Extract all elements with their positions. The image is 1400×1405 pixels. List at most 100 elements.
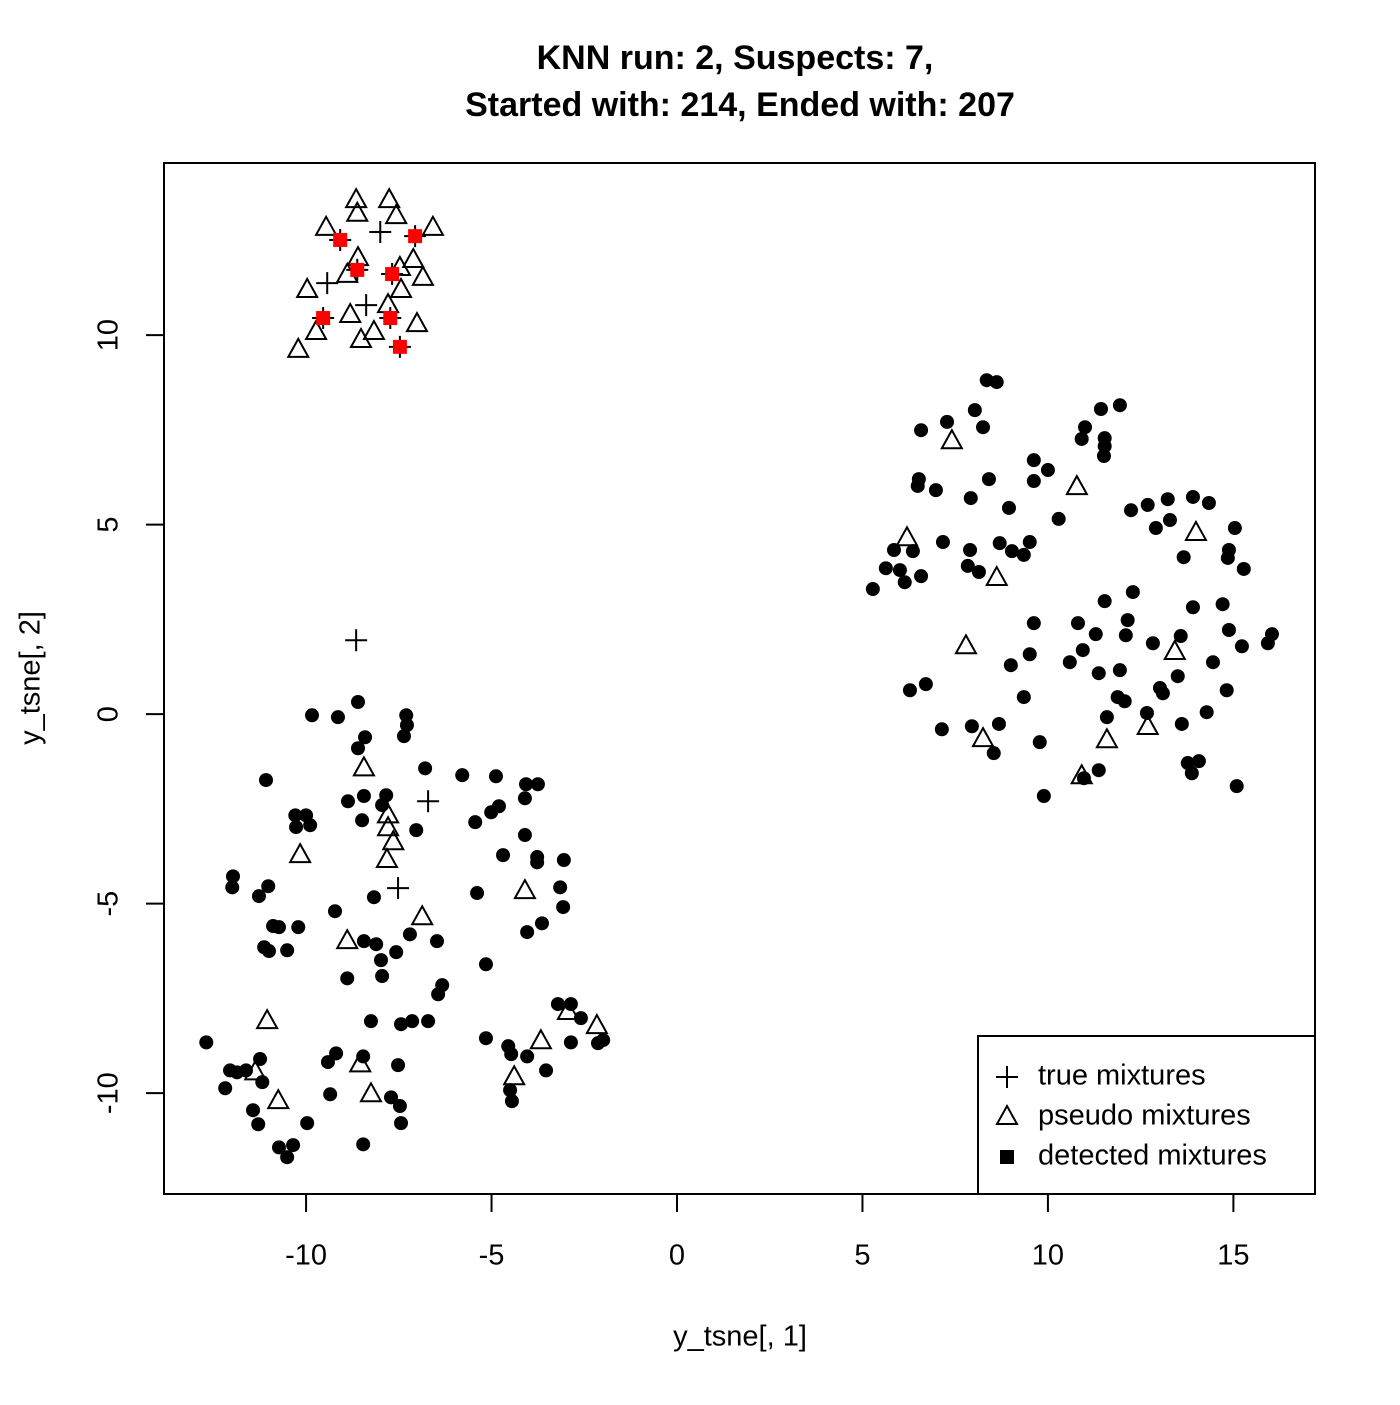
- point: [914, 423, 929, 438]
- point: [392, 339, 407, 354]
- point: [350, 741, 365, 756]
- point: [387, 877, 410, 900]
- point: [389, 945, 404, 960]
- point: [355, 294, 378, 317]
- point: [375, 969, 390, 984]
- point: [385, 267, 400, 282]
- point: [1093, 401, 1108, 416]
- point: [431, 987, 446, 1002]
- point: [585, 1013, 609, 1035]
- point: [1096, 449, 1111, 464]
- point: [1074, 431, 1089, 446]
- point: [384, 1090, 399, 1105]
- point: [1236, 561, 1251, 576]
- point: [940, 428, 964, 450]
- y-tick-label: -5: [93, 891, 125, 917]
- point: [1075, 643, 1090, 658]
- point: [1124, 503, 1139, 518]
- point: [251, 889, 266, 904]
- point: [1162, 513, 1177, 528]
- point: [1163, 638, 1187, 660]
- legend-label: detected mixtures: [1038, 1140, 1267, 1172]
- point: [199, 1035, 214, 1050]
- point: [963, 543, 978, 558]
- point: [1016, 690, 1031, 705]
- point: [563, 1035, 578, 1050]
- point: [530, 777, 545, 792]
- point: [280, 1150, 295, 1165]
- point: [478, 1031, 493, 1046]
- point: [954, 633, 978, 655]
- point: [1174, 716, 1189, 731]
- point: [504, 1047, 519, 1062]
- point: [1155, 686, 1170, 701]
- point: [316, 311, 331, 326]
- point: [976, 420, 991, 435]
- point: [940, 414, 955, 429]
- point: [401, 246, 425, 269]
- point: [989, 375, 1004, 390]
- point: [1176, 550, 1191, 565]
- point: [376, 815, 400, 837]
- point: [330, 710, 345, 725]
- point: [286, 336, 310, 358]
- point: [1205, 655, 1220, 670]
- point: [905, 544, 920, 559]
- point: [1069, 763, 1094, 785]
- point: [225, 869, 240, 884]
- point: [350, 695, 365, 710]
- point: [981, 472, 996, 487]
- point: [1097, 594, 1112, 609]
- point: [356, 789, 371, 804]
- point: [539, 1063, 554, 1078]
- point: [1026, 474, 1041, 489]
- point: [259, 773, 274, 788]
- point: [455, 768, 470, 783]
- point: [1148, 521, 1163, 536]
- point: [1095, 727, 1119, 749]
- point: [1140, 497, 1155, 512]
- legend-marker: [1000, 1150, 1014, 1164]
- point: [468, 815, 483, 830]
- point: [323, 1087, 338, 1102]
- point: [1078, 420, 1093, 435]
- legend-marker: [995, 1103, 1019, 1125]
- point: [1184, 766, 1199, 781]
- point: [369, 220, 392, 243]
- point: [1040, 463, 1055, 478]
- point: [345, 629, 368, 652]
- point: [430, 934, 445, 949]
- point: [335, 928, 359, 950]
- point: [316, 272, 339, 295]
- point: [243, 1059, 267, 1081]
- point: [303, 818, 318, 833]
- point: [504, 1094, 519, 1109]
- point: [1112, 663, 1127, 678]
- point: [411, 264, 435, 286]
- point: [225, 880, 240, 895]
- point: [1004, 544, 1019, 559]
- point: [1032, 735, 1047, 750]
- point: [356, 934, 371, 949]
- y-tick-label: -10: [93, 1072, 125, 1114]
- point: [246, 1103, 261, 1118]
- point: [520, 1049, 535, 1064]
- point: [348, 1051, 372, 1073]
- point: [1088, 627, 1103, 642]
- point: [992, 536, 1007, 551]
- point: [375, 847, 399, 869]
- point: [1234, 639, 1249, 654]
- point: [417, 790, 440, 813]
- point: [573, 1011, 588, 1026]
- point: [295, 276, 319, 298]
- point: [261, 944, 276, 959]
- point: [1229, 779, 1244, 794]
- point: [1219, 683, 1234, 698]
- point: [381, 829, 405, 851]
- point: [300, 1116, 315, 1131]
- point: [291, 920, 306, 935]
- point: [421, 214, 445, 236]
- y-tick-label: 10: [93, 319, 125, 351]
- point: [383, 311, 398, 326]
- point: [918, 677, 933, 692]
